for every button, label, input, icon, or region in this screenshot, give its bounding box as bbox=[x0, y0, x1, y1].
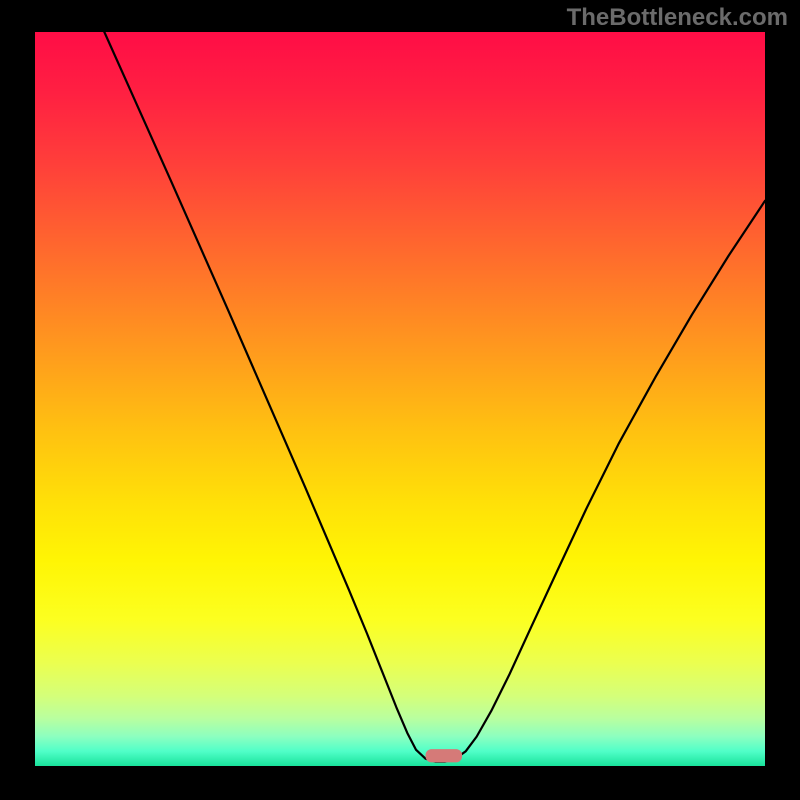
optimum-marker bbox=[426, 749, 463, 762]
bottleneck-curve-chart bbox=[35, 32, 765, 766]
plot-area bbox=[35, 32, 765, 766]
gradient-background bbox=[35, 32, 765, 766]
chart-container: TheBottleneck.com bbox=[0, 0, 800, 800]
watermark-text: TheBottleneck.com bbox=[567, 4, 788, 32]
